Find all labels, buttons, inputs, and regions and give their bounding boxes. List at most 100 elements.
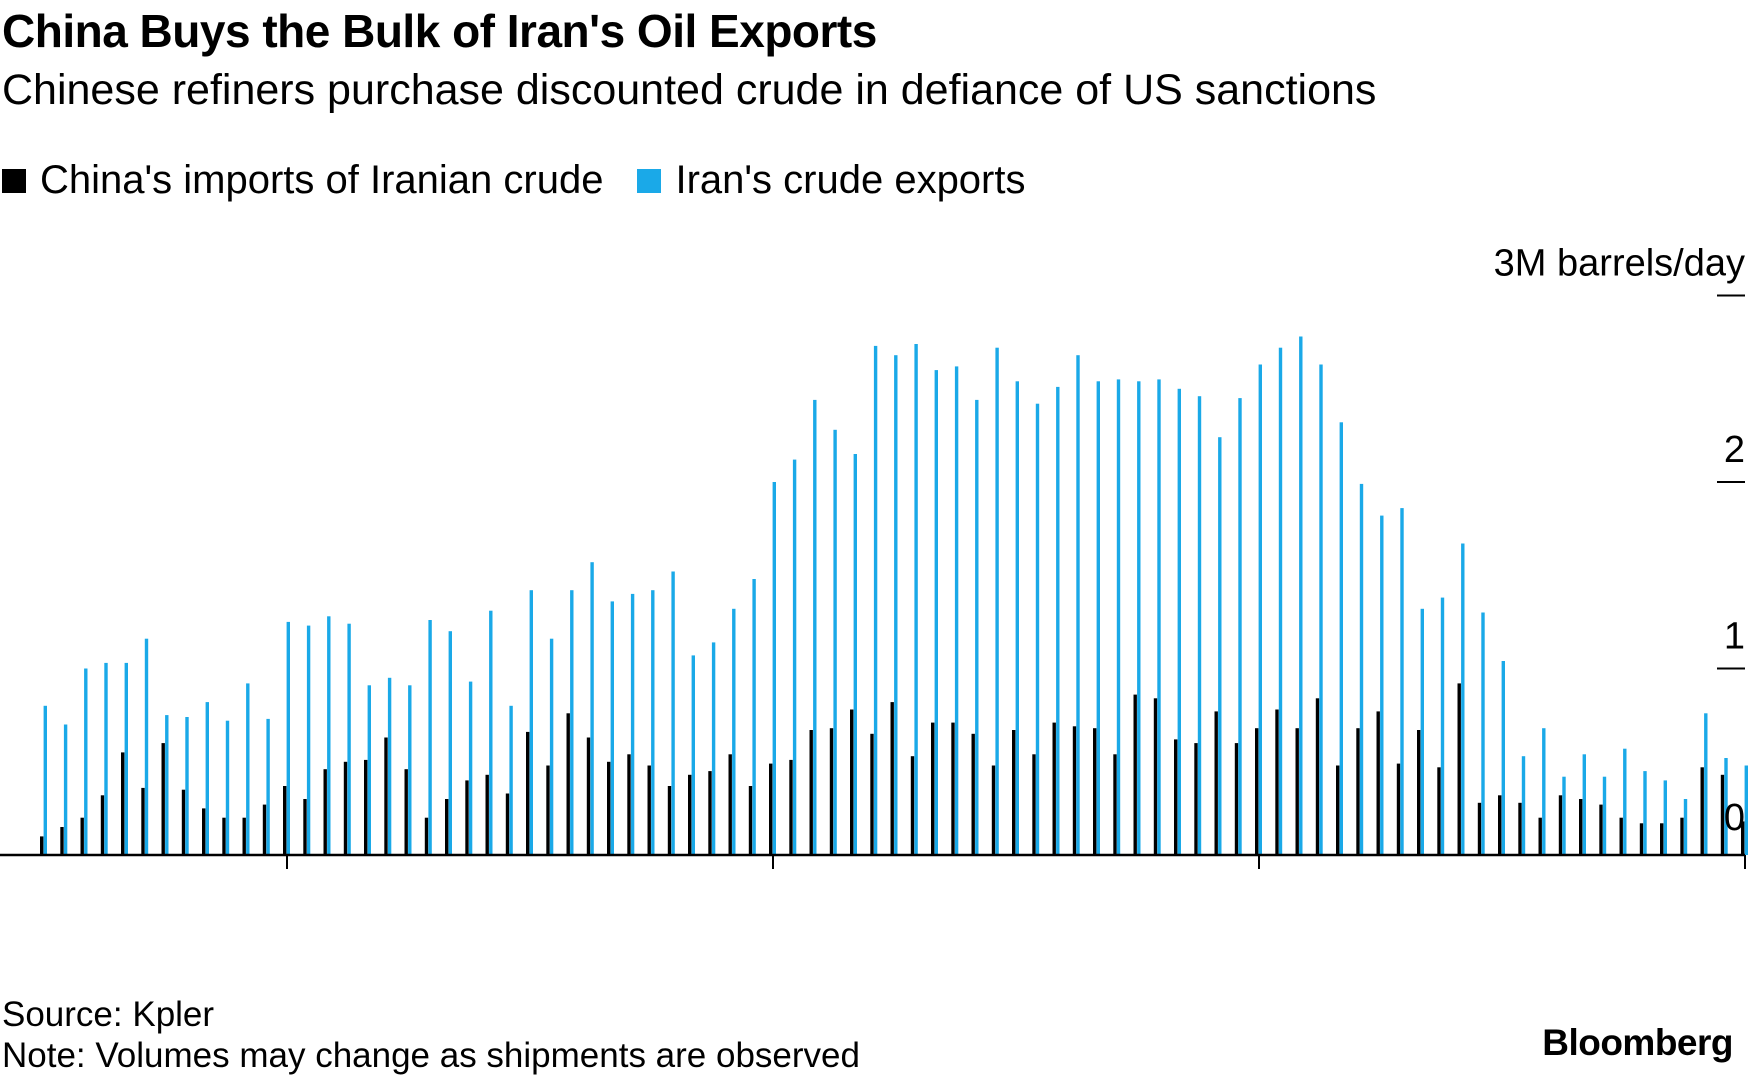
- bar-iran-exports: [1744, 765, 1748, 855]
- bar-china-imports: [242, 817, 246, 855]
- bar-iran-exports: [1542, 728, 1546, 855]
- bar-iran-exports: [1562, 776, 1566, 855]
- bar-china-imports: [708, 771, 712, 855]
- bar-iran-exports: [266, 718, 270, 855]
- legend-swatch-china-imports: [2, 168, 26, 193]
- bar-china-imports: [931, 722, 935, 855]
- bar-iran-exports: [732, 608, 736, 855]
- bar-china-imports: [1639, 823, 1644, 855]
- chart-subtitle: Chinese refiners purchase discounted cru…: [2, 66, 1377, 114]
- bar-china-imports: [485, 774, 489, 855]
- bar-iran-exports: [833, 429, 837, 855]
- bar-china-imports: [890, 702, 894, 855]
- y-tick-label: 3M barrels/day: [1494, 243, 1745, 285]
- bar-iran-exports: [104, 662, 108, 855]
- source-note: Source: Kpler: [2, 995, 215, 1034]
- bar-china-imports: [607, 761, 611, 856]
- bar-china-imports: [384, 737, 388, 855]
- bar-iran-exports: [894, 355, 898, 855]
- bar-china-imports: [1234, 743, 1239, 855]
- bar-china-imports: [323, 769, 327, 855]
- bar-iran-exports: [995, 347, 999, 855]
- bar-china-imports: [100, 795, 105, 855]
- bar-china-imports: [1518, 802, 1522, 855]
- bar-china-imports: [850, 709, 854, 855]
- bar-china-imports: [1336, 765, 1340, 855]
- bar-iran-exports: [853, 454, 857, 855]
- bar-china-imports: [80, 817, 84, 855]
- bar-china-imports: [971, 733, 975, 855]
- chart-plot: 20142016201820202022202420260123M barrel…: [0, 243, 1748, 869]
- bar-china-imports: [1417, 730, 1421, 855]
- bar-china-imports: [445, 799, 449, 855]
- bar-china-imports: [951, 722, 955, 855]
- bar-iran-exports: [1177, 388, 1181, 856]
- bar-china-imports: [1194, 743, 1198, 855]
- bar-iran-exports: [711, 642, 716, 855]
- bar-iran-exports: [509, 705, 513, 855]
- bar-china-imports: [404, 769, 408, 855]
- bar-china-imports: [1275, 709, 1279, 855]
- bar-iran-exports: [914, 344, 918, 855]
- bar-china-imports: [161, 743, 165, 855]
- bar-iran-exports: [448, 631, 452, 855]
- bar-iran-exports: [1461, 543, 1465, 855]
- bar-iran-exports: [1096, 381, 1100, 855]
- legend-label-iran-exports: Iran's crude exports: [675, 158, 1026, 202]
- bar-iran-exports: [975, 399, 979, 855]
- legend-item-iran-exports: Iran's crude exports: [637, 158, 1026, 203]
- bar-china-imports: [870, 733, 874, 855]
- bar-iran-exports: [1440, 597, 1445, 855]
- bar-iran-exports: [165, 715, 169, 855]
- bar-iran-exports: [387, 677, 392, 855]
- bar-iran-exports: [792, 459, 797, 855]
- bar-iran-exports: [1643, 771, 1647, 855]
- axis-layer: 20142016201820202022202420260123M barrel…: [0, 243, 1746, 869]
- bar-china-imports: [627, 754, 631, 855]
- bar-china-imports: [910, 756, 915, 855]
- bar-china-imports: [1619, 817, 1623, 855]
- bar-iran-exports: [124, 662, 128, 855]
- bar-china-imports: [1133, 694, 1137, 855]
- bar-china-imports: [546, 765, 550, 855]
- bar-china-imports: [1680, 817, 1684, 855]
- bar-iran-exports: [84, 668, 88, 855]
- bar-china-imports: [526, 731, 530, 855]
- bar-china-imports: [1396, 763, 1401, 855]
- bar-china-imports: [202, 808, 206, 855]
- bar-iran-exports: [43, 705, 47, 855]
- bar-iran-exports: [1339, 422, 1343, 855]
- bar-china-imports: [1255, 728, 1259, 855]
- bar-iran-exports: [1420, 608, 1424, 855]
- bar-iran-exports: [367, 685, 371, 855]
- bar-china-imports: [1741, 821, 1745, 855]
- bar-china-imports: [141, 787, 145, 855]
- bar-china-imports: [1356, 728, 1360, 855]
- bar-china-imports: [1558, 795, 1563, 855]
- bar-iran-exports: [1157, 379, 1161, 855]
- bar-iran-exports: [671, 571, 675, 855]
- bar-china-imports: [343, 761, 348, 856]
- bar-iran-exports: [1015, 381, 1019, 855]
- bar-iran-exports: [1582, 754, 1586, 855]
- bloomberg-logo: Bloomberg: [1542, 1022, 1733, 1063]
- bar-china-imports: [121, 752, 125, 855]
- bar-china-imports: [1599, 804, 1603, 855]
- bar-iran-exports: [1501, 661, 1505, 855]
- bar-china-imports: [688, 774, 692, 855]
- bar-china-imports: [364, 759, 368, 855]
- y-tick-label: 0: [1724, 797, 1745, 839]
- bars-layer: [40, 336, 1748, 856]
- bar-china-imports: [667, 786, 672, 855]
- bar-iran-exports: [691, 655, 695, 855]
- bar-iran-exports: [1602, 776, 1607, 855]
- bar-iran-exports: [1724, 758, 1728, 855]
- bar-china-imports: [1720, 774, 1725, 855]
- bar-iran-exports: [1218, 437, 1222, 855]
- bar-china-imports: [1093, 728, 1097, 855]
- bar-iran-exports: [428, 620, 432, 855]
- bar-china-imports: [1315, 698, 1320, 855]
- bar-china-imports: [1498, 795, 1502, 855]
- bar-china-imports: [1579, 799, 1583, 855]
- bar-china-imports: [991, 765, 996, 855]
